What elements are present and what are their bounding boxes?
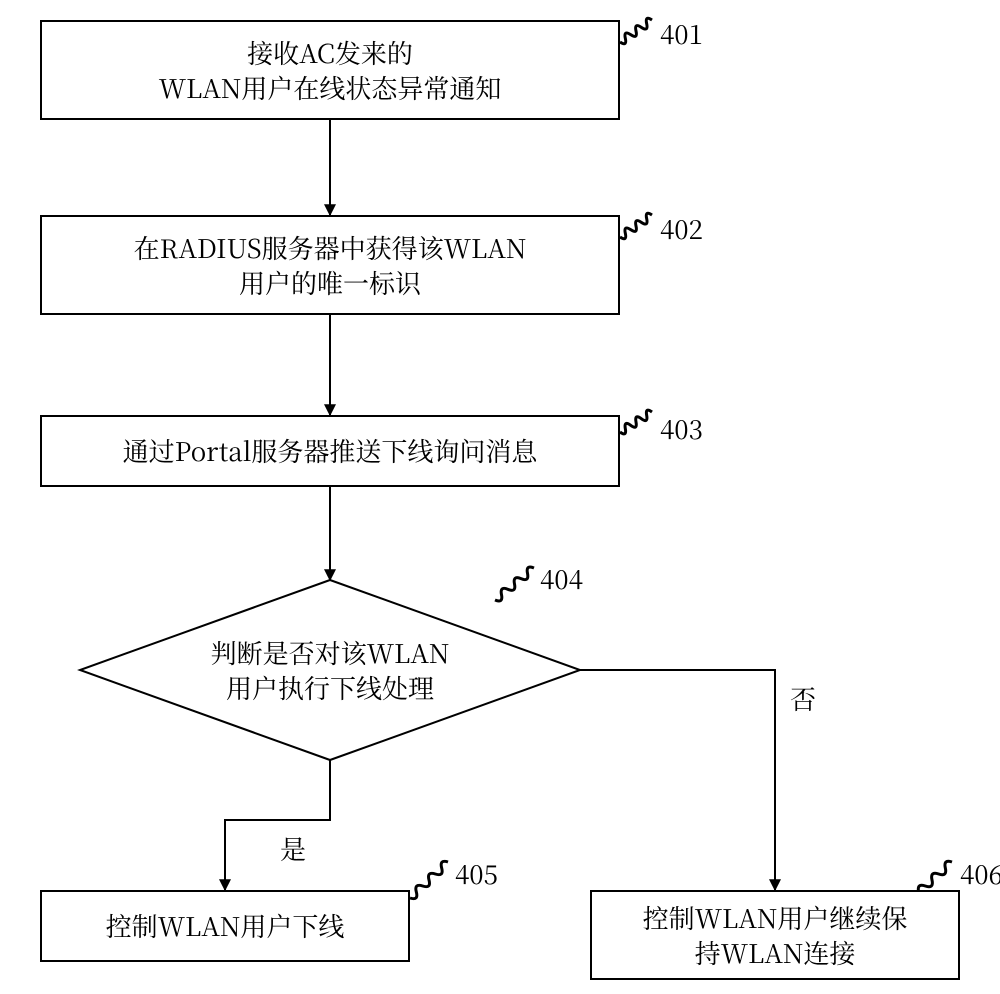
flowchart-node: 接收AC发来的WLAN用户在线状态异常通知: [40, 20, 620, 120]
flowchart-node: 通过Portal服务器推送下线询问消息: [40, 415, 620, 487]
flowchart-node: 在RADIUS服务器中获得该WLAN用户的唯一标识: [40, 215, 620, 315]
node-text: 接收AC发来的WLAN用户在线状态异常通知: [159, 35, 502, 105]
step-number-label: 406: [960, 855, 1000, 892]
flowchart-node: 控制WLAN用户下线: [40, 890, 410, 962]
step-number-label: 401: [660, 15, 703, 52]
step-number-label: 405: [455, 855, 498, 892]
flowchart-node: 判断是否对该WLAN用户执行下线处理: [143, 603, 518, 738]
node-text: 判断是否对该WLAN用户执行下线处理: [211, 635, 450, 705]
step-number-label: 403: [660, 410, 703, 447]
step-number-label: 404: [540, 560, 583, 597]
node-text: 控制WLAN用户下线: [106, 908, 345, 943]
node-text: 通过Portal服务器推送下线询问消息: [123, 433, 538, 468]
node-text: 在RADIUS服务器中获得该WLAN用户的唯一标识: [134, 230, 527, 300]
edge-label: 是: [280, 830, 306, 867]
edge-label: 否: [790, 680, 816, 717]
flowchart-node: 控制WLAN用户继续保持WLAN连接: [590, 890, 960, 980]
node-text: 控制WLAN用户继续保持WLAN连接: [643, 900, 908, 970]
step-number-label: 402: [660, 210, 703, 247]
